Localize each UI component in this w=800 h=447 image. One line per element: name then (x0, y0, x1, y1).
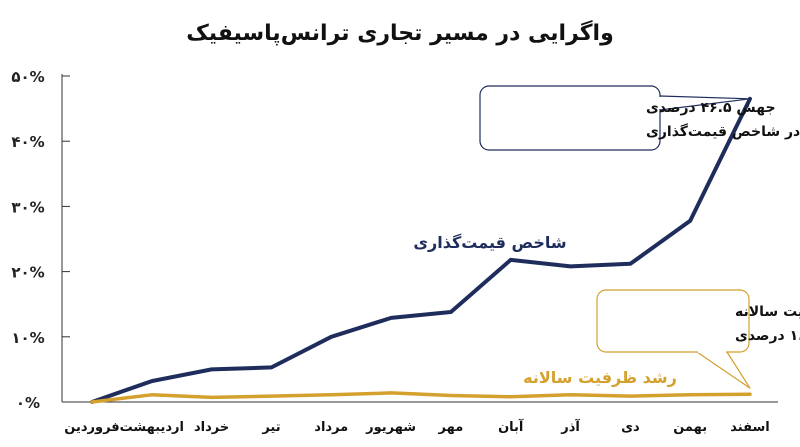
y-tick-label: ۰% (16, 394, 40, 412)
data-point (150, 379, 154, 383)
data-point (90, 400, 94, 404)
x-tick-label: اسفند (730, 420, 769, 435)
data-point (509, 258, 513, 262)
data-point (329, 393, 333, 397)
data-point (449, 393, 453, 397)
annotation-callout: رشد ظرفیت سالانه ثابت ۱.۲ درصدی (596, 289, 800, 389)
y-axis: ۰% ۱۰% ۲۰% ۳۰% ۴۰% ۵۰% (11, 68, 70, 412)
series-line-0 (90, 96, 752, 404)
data-point (269, 394, 273, 398)
x-tick-label: آذر (560, 418, 580, 435)
x-tick-label: فروردین (64, 420, 119, 435)
y-tick-label: ۳۰% (11, 198, 44, 216)
chart-title: واگرایی در مسیر تجاری ترانس‌پاسیفیک (186, 19, 614, 46)
y-tick-label: ۱۰% (11, 329, 44, 347)
annotation-callout: جهش ۴۶.۵ درصدی در شاخص قیمت‌گذاری (479, 85, 800, 151)
x-axis: فروردین اردیبهشت خرداد تیر مرداد شهریور مهر آبا… (62, 401, 778, 435)
data-point (509, 395, 513, 399)
data-point (688, 393, 692, 397)
series-line-1 (90, 391, 752, 404)
series-label: شاخص قیمت‌گذاری (413, 233, 566, 252)
data-point (269, 365, 273, 369)
callout-text: جهش ۴۶.۵ درصدی (646, 100, 776, 116)
callout-text: ثابت ۱.۲ درصدی (735, 328, 800, 344)
callout-box (479, 85, 661, 151)
callout-box (596, 289, 750, 353)
data-point (449, 310, 453, 314)
x-tick-label: دی (621, 420, 640, 435)
data-point (329, 335, 333, 339)
data-point (628, 394, 632, 398)
x-tick-label: شهریور (365, 420, 416, 435)
x-tick-label: تیر (261, 420, 280, 435)
x-tick-label: مرداد (314, 420, 348, 435)
x-tick-label: خرداد (194, 420, 229, 435)
data-point (748, 392, 752, 396)
data-point (569, 393, 573, 397)
callout-pointer (659, 95, 751, 111)
callout-text: رشد ظرفیت سالانه (735, 304, 800, 320)
plot-area: شاخص قیمت‌گذاری رشد ظرفیت سالانه (90, 96, 752, 404)
data-point (389, 391, 393, 395)
y-tick-label: ۴۰% (11, 133, 44, 151)
x-tick-label: بهمن (673, 420, 707, 435)
series-label: رشد ظرفیت سالانه (523, 368, 677, 387)
data-point (389, 316, 393, 320)
data-point (150, 393, 154, 397)
callout-text: در شاخص قیمت‌گذاری (646, 123, 800, 140)
data-point (569, 264, 573, 268)
data-point (210, 395, 214, 399)
x-tick-label: مهر (438, 420, 464, 435)
data-point (628, 262, 632, 266)
data-point (688, 219, 692, 223)
y-tick-label: ۲۰% (11, 264, 44, 282)
y-tick-label: ۵۰% (11, 68, 44, 86)
x-tick-label: آبان (498, 418, 524, 435)
x-tick-label: اردیبهشت (120, 420, 184, 435)
data-point (210, 367, 214, 371)
callout-pointer (696, 351, 751, 389)
annotations: جهش ۴۶.۵ درصدی در شاخص قیمت‌گذاری رشد ظرفی… (479, 85, 800, 389)
